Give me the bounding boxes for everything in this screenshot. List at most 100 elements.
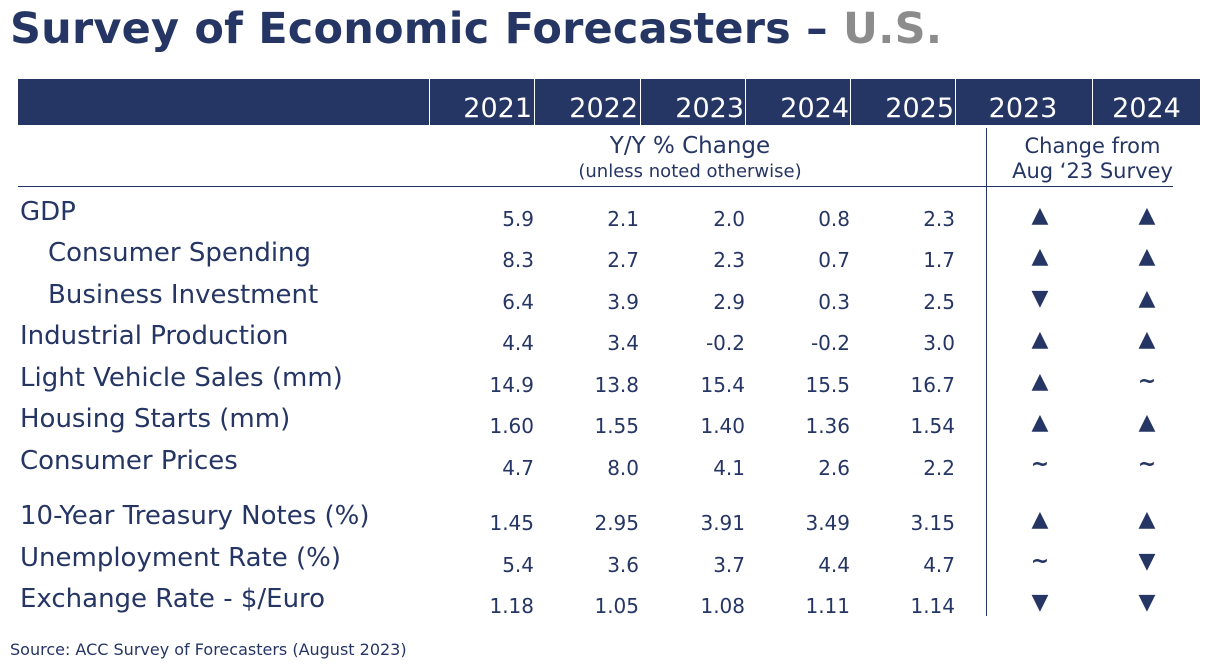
row-label: Unemployment Rate (%) <box>20 543 341 573</box>
row-label: Industrial Production <box>20 321 289 351</box>
value-2024: -0.2 <box>810 331 850 355</box>
change-indicator-2023: ▲ <box>1031 410 1049 435</box>
title-main: Survey of Economic Forecasters – <box>10 4 828 54</box>
change-indicator-2024: ▲ <box>1138 286 1156 311</box>
page-title: Survey of Economic Forecasters – U.S. <box>10 4 942 54</box>
value-2022: 2.95 <box>594 511 639 535</box>
header-divider <box>745 79 746 125</box>
value-2023: 15.4 <box>700 373 745 397</box>
header-divider <box>534 79 535 125</box>
row-label: Consumer Spending <box>48 238 312 268</box>
row-label: GDP <box>20 197 76 227</box>
value-2023: 1.08 <box>700 594 745 618</box>
value-2023: 2.0 <box>713 207 745 231</box>
value-2021: 6.4 <box>502 290 534 314</box>
value-2024: 0.3 <box>818 290 850 314</box>
value-2022: 3.9 <box>607 290 639 314</box>
change-column-divider <box>986 128 987 616</box>
year-header-2023: 2023 <box>675 93 744 124</box>
change-header-2023: 2023 <box>988 93 1058 124</box>
change-indicator-2024: ~ <box>1137 369 1157 394</box>
change-indicator-2024: ▲ <box>1138 507 1156 532</box>
change-indicator-2023: ~ <box>1030 549 1050 574</box>
row-label: Exchange Rate - $/Euro <box>20 584 326 614</box>
table-row: Business Investment 6.4 3.9 2.9 0.3 2.5 … <box>0 280 1212 320</box>
value-2025: 2.5 <box>923 290 955 314</box>
table-row: Housing Starts (mm) 1.60 1.55 1.40 1.36 … <box>0 404 1212 444</box>
change-indicator-2023: ~ <box>1030 452 1050 477</box>
title-region: U.S. <box>842 4 943 54</box>
value-2025: 3.0 <box>923 331 955 355</box>
header-divider <box>1092 79 1093 125</box>
header-divider <box>640 79 641 125</box>
change-indicator-2023: ▲ <box>1031 369 1049 394</box>
value-2024: 2.6 <box>818 456 850 480</box>
value-2023: 3.91 <box>700 511 745 535</box>
value-2023: -0.2 <box>705 331 745 355</box>
table-row: Exchange Rate - $/Euro 1.18 1.05 1.08 1.… <box>0 584 1212 624</box>
change-indicator-2023: ▲ <box>1031 327 1049 352</box>
year-header-2025: 2025 <box>885 93 954 124</box>
row-label: 10-Year Treasury Notes (%) <box>20 501 370 531</box>
value-2022: 1.05 <box>594 594 639 618</box>
value-2024: 1.36 <box>805 414 850 438</box>
value-2025: 3.15 <box>910 511 955 535</box>
value-2025: 16.7 <box>910 373 955 397</box>
year-header-2024: 2024 <box>780 93 849 124</box>
value-2025: 1.54 <box>910 414 955 438</box>
source-note: Source: ACC Survey of Forecasters (Augus… <box>10 640 407 659</box>
value-2022: 3.4 <box>607 331 639 355</box>
value-2021: 5.4 <box>502 553 534 577</box>
value-2021: 4.4 <box>502 331 534 355</box>
value-2023: 2.9 <box>713 290 745 314</box>
change-indicator-2024: ▲ <box>1138 327 1156 352</box>
value-2022: 1.55 <box>594 414 639 438</box>
row-label: Light Vehicle Sales (mm) <box>20 363 343 393</box>
table-row: Industrial Production 4.4 3.4 -0.2 -0.2 … <box>0 321 1212 361</box>
table-row: Light Vehicle Sales (mm) 14.9 13.8 15.4 … <box>0 363 1212 403</box>
change-indicator-2024: ▲ <box>1138 203 1156 228</box>
yoy-subheader: Y/Y % Change <box>609 133 771 159</box>
yoy-subheader-note: (unless noted otherwise) <box>578 161 802 182</box>
value-2024: 0.8 <box>818 207 850 231</box>
value-2024: 3.49 <box>805 511 850 535</box>
value-2024: 1.11 <box>805 594 850 618</box>
value-2021: 5.9 <box>502 207 534 231</box>
change-indicator-2024: ~ <box>1137 452 1157 477</box>
value-2024: 4.4 <box>818 553 850 577</box>
value-2021: 4.7 <box>502 456 534 480</box>
change-indicator-2023: ▼ <box>1031 286 1049 311</box>
table-header-bar: 2021 2022 2023 2024 2025 2023 2024 <box>18 79 1200 125</box>
change-indicator-2024: ▼ <box>1138 549 1156 574</box>
table-row: GDP 5.9 2.1 2.0 0.8 2.3 ▲ ▲ <box>0 197 1212 237</box>
value-2021: 1.45 <box>489 511 534 535</box>
table-row: Consumer Prices 4.7 8.0 4.1 2.6 2.2 ~ ~ <box>0 446 1212 486</box>
value-2021: 1.18 <box>489 594 534 618</box>
value-2022: 8.0 <box>607 456 639 480</box>
row-label: Housing Starts (mm) <box>20 404 291 434</box>
header-divider <box>850 79 851 125</box>
value-2025: 2.3 <box>923 207 955 231</box>
value-2025: 1.14 <box>910 594 955 618</box>
table-row: Unemployment Rate (%) 5.4 3.6 3.7 4.4 4.… <box>0 543 1212 583</box>
change-indicator-2024: ▲ <box>1138 410 1156 435</box>
row-label: Consumer Prices <box>20 446 238 476</box>
header-divider <box>429 79 430 125</box>
change-indicator-2023: ▲ <box>1031 203 1049 228</box>
value-2021: 14.9 <box>489 373 534 397</box>
value-2022: 2.7 <box>607 248 639 272</box>
change-indicator-2024: ▼ <box>1138 590 1156 615</box>
value-2025: 2.2 <box>923 456 955 480</box>
header-underline <box>18 186 1173 187</box>
change-subheader: Change from <box>1024 134 1161 158</box>
header-divider <box>955 79 956 125</box>
value-2022: 13.8 <box>594 373 639 397</box>
change-subheader-survey: Aug ‘23 Survey <box>1012 159 1173 183</box>
row-label: Business Investment <box>48 280 319 310</box>
value-2021: 1.60 <box>489 414 534 438</box>
change-indicator-2023: ▼ <box>1031 590 1049 615</box>
table-row: 10-Year Treasury Notes (%) 1.45 2.95 3.9… <box>0 501 1212 541</box>
value-2025: 4.7 <box>923 553 955 577</box>
change-header-2024: 2024 <box>1112 93 1181 124</box>
value-2021: 8.3 <box>502 248 534 272</box>
